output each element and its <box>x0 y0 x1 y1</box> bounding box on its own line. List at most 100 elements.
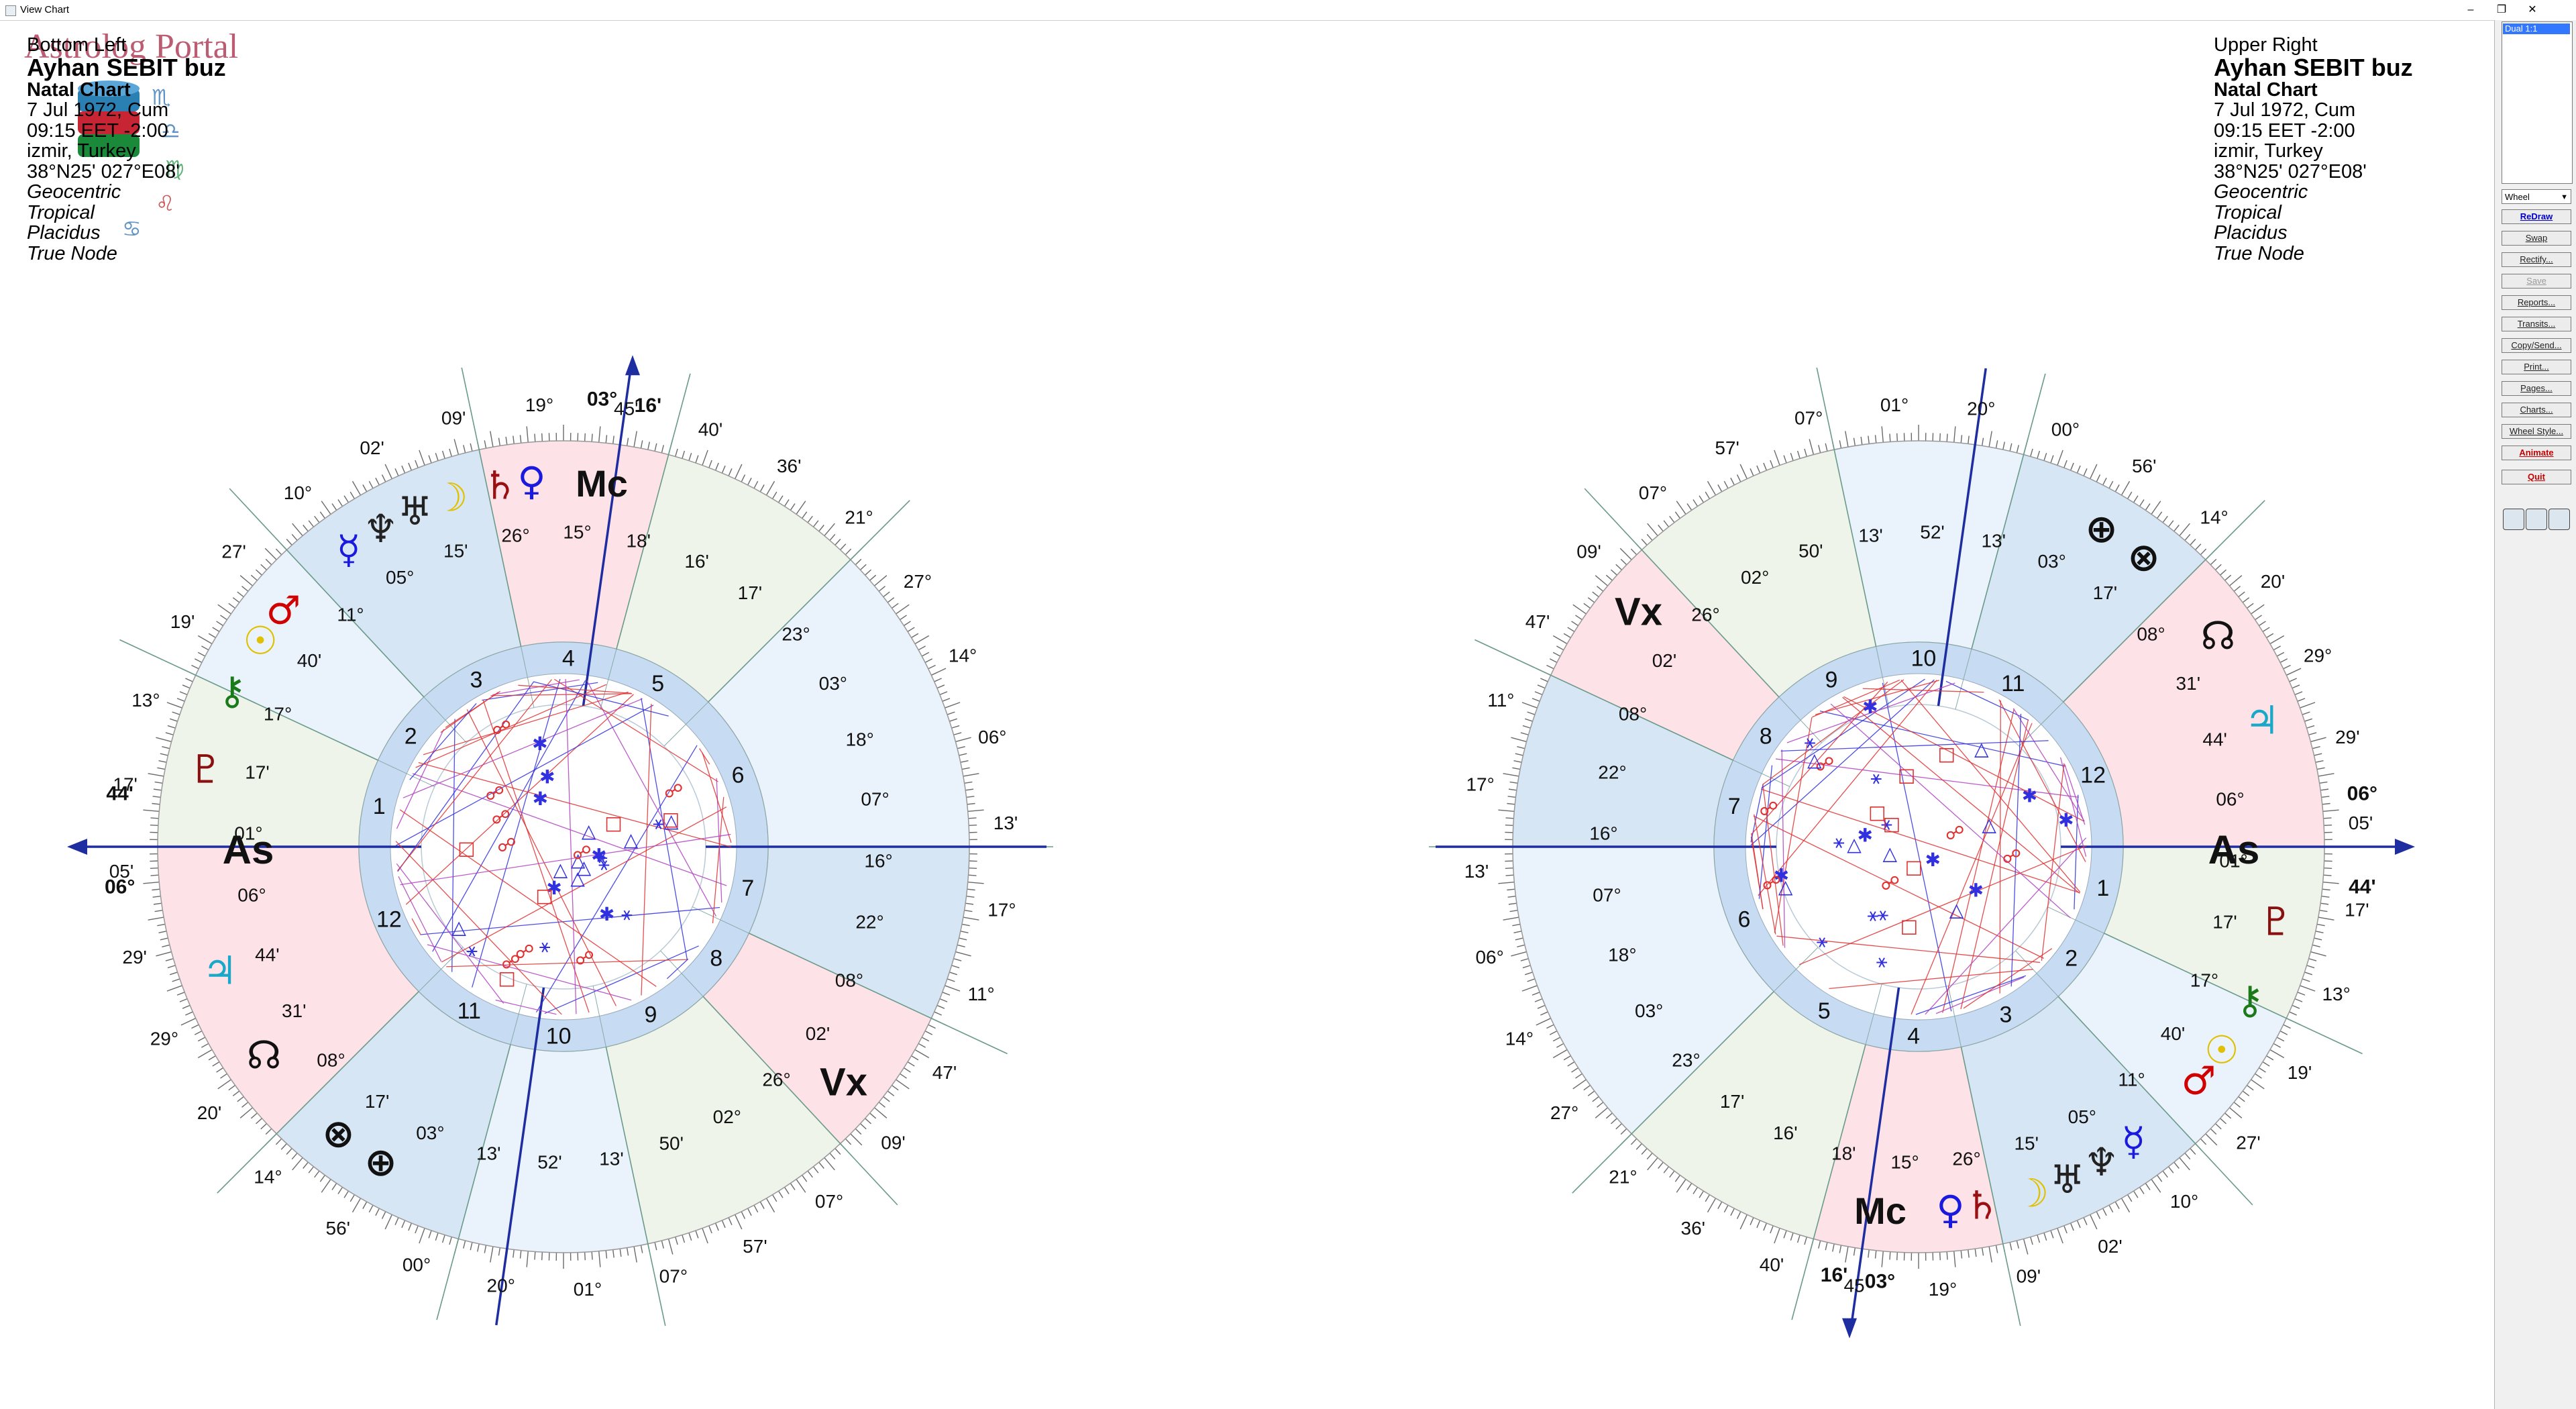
house-cusp-inner <box>423 696 467 743</box>
position-label: 05° <box>2068 1106 2096 1127</box>
aspect-glyph: ⚹ <box>1817 929 1828 951</box>
house-sector <box>1813 1044 2003 1253</box>
panel-button-print[interactable]: Print... <box>2502 360 2571 374</box>
position-label: 06° <box>1475 947 1503 968</box>
svg-text:♋: ♋ <box>122 216 142 239</box>
aspect-glyph: ✱ <box>1858 824 1873 846</box>
position-label: 27' <box>221 541 246 562</box>
planet-glyph: ♅ <box>2050 1157 2085 1202</box>
birth-time: 09:15 EET -2:00 <box>27 119 168 142</box>
panel-button-quit[interactable]: Quit <box>2502 470 2571 484</box>
aspect-glyph: △ <box>577 856 592 878</box>
panel-button-copy-send[interactable]: Copy/Send... <box>2502 338 2571 353</box>
panel-button-wheel-style[interactable]: Wheel Style... <box>2502 424 2571 439</box>
monitor-icon[interactable] <box>2503 509 2524 530</box>
vertex-label: Vx <box>820 1060 867 1104</box>
position-label: 11° <box>337 604 364 625</box>
aspect-glyph: ⚹ <box>653 812 664 834</box>
house-cusp-line <box>436 1044 511 1320</box>
aspect-glyph: ☍ <box>497 834 516 856</box>
control-panel: Dual 1:1 Wheel ▼ ReDraw Swap Rectify... Sav… <box>2494 20 2576 1409</box>
panel-button-animate[interactable]: Animate <box>2502 446 2571 460</box>
position-label: 18' <box>1831 1143 1856 1164</box>
panel-button-reports[interactable]: Reports... <box>2502 295 2571 310</box>
ascendant-label: As <box>223 827 274 872</box>
position-label: 20° <box>1967 399 1995 419</box>
planet-glyph: ⊕ <box>2085 506 2118 552</box>
zodiac-type: Tropical <box>27 201 95 223</box>
house-system: Placidus <box>27 222 101 244</box>
house-sector <box>286 450 521 697</box>
aspect-glyph: □ <box>662 808 680 830</box>
aspect-glyph: ✱ <box>532 733 547 755</box>
chart-wheel-right: 123456789101112✱⚹⚹⚹✱⚹☍△☍☍⚹□☍△□✱△☍✱△⚹△✱△✱… <box>1429 367 2415 1339</box>
house-number-5: 5 <box>1818 998 1831 1024</box>
aspect-glyph: ✱ <box>2022 785 2037 807</box>
position-label: 17' <box>2093 582 2118 603</box>
planet-glyph: ♇ <box>2259 898 2294 944</box>
house-sector <box>1961 996 2196 1244</box>
person-name: Ayhan SEBIT buz <box>2214 53 2413 81</box>
svg-text:♎: ♎ <box>161 118 180 144</box>
midheaven-label: Mc <box>1854 1190 1907 1232</box>
position-label: 17' <box>738 582 763 603</box>
position-label: 02' <box>1652 650 1677 671</box>
position-label: 50' <box>659 1133 684 1154</box>
position-label: 17° <box>264 703 292 724</box>
position-label: 07° <box>1639 482 1667 503</box>
house-cusp-line <box>461 367 522 647</box>
planet-glyph: ☉ <box>243 618 278 664</box>
house-sector <box>2058 933 2287 1144</box>
minimize-button[interactable]: – <box>2467 4 2474 15</box>
house-number-9: 9 <box>1825 667 1838 692</box>
position-label: 56' <box>2132 456 2157 476</box>
position-label: 21° <box>1609 1166 1637 1187</box>
position-label: 57' <box>1715 437 1739 458</box>
panel-button-transits[interactable]: Transits... <box>2502 317 2571 331</box>
aspect-glyph: △ <box>1949 899 1964 921</box>
planet-glyph: ♅ <box>397 488 432 534</box>
panel-button-pages[interactable]: Pages... <box>2502 381 2571 396</box>
planet-glyph: ⊗ <box>322 1110 355 1156</box>
position-label: 14° <box>949 645 977 666</box>
position-label: 16° <box>1589 823 1617 843</box>
position-label: 01° <box>574 1279 602 1300</box>
chart-list[interactable]: Dual 1:1 <box>2502 21 2573 184</box>
printer-icon[interactable] <box>2526 509 2547 530</box>
mc-arrow-icon <box>625 355 640 376</box>
panel-button-swap[interactable]: Swap <box>2502 231 2571 246</box>
house-number-3: 3 <box>470 667 483 692</box>
position-label: 15° <box>1890 1152 1919 1173</box>
restore-button[interactable]: ❐ <box>2496 4 2507 15</box>
globe-icon[interactable] <box>2548 509 2570 530</box>
position-label: 01° <box>2219 851 2247 872</box>
close-button[interactable]: ✕ <box>2528 4 2537 15</box>
house-cusp-inner <box>592 986 606 1047</box>
position-label: 18' <box>626 530 651 551</box>
position-label: 08° <box>835 970 863 991</box>
house-cusp-inner <box>692 906 749 934</box>
house-cusp-line <box>616 373 691 649</box>
panel-button-rectify[interactable]: Rectify... <box>2502 252 2571 267</box>
panel-button-charts[interactable]: Charts... <box>2502 403 2571 417</box>
position-label: 00° <box>2051 419 2080 439</box>
aspect-glyph: ☍ <box>1881 872 1900 894</box>
house-number-1: 1 <box>2096 876 2109 901</box>
position-label: 17' <box>1720 1091 1745 1112</box>
house-sector <box>2104 847 2324 1019</box>
aspect-lines: ✱⚹⚹⚹✱⚹☍△☍☍⚹□☍△□✱△☍✱△⚹△✱△✱△□☍✱□□⚹⚹□ <box>1750 678 2087 1015</box>
chart-list-selected-item[interactable]: Dual 1:1 <box>2503 23 2570 34</box>
asc-minute: 44' <box>106 782 133 804</box>
panel-button-save[interactable]: Save <box>2502 274 2571 289</box>
position-label: 15' <box>443 540 468 561</box>
view-mode-select[interactable]: Wheel ▼ <box>2502 189 2571 204</box>
position-label: 14° <box>1505 1028 1534 1049</box>
house-number-3: 3 <box>2000 1002 2012 1028</box>
position-label: 20° <box>487 1275 515 1296</box>
aspect-glyph: ⚹ <box>1867 903 1878 925</box>
aspect-glyph: ⚹ <box>621 902 633 925</box>
right-chart-info: Upper Right Ayhan SEBIT buz Natal Chart … <box>2214 35 2413 264</box>
planet-glyph: ♇ <box>189 747 223 792</box>
position-label: 47' <box>1525 611 1550 632</box>
panel-button-redraw[interactable]: ReDraw <box>2502 209 2571 224</box>
